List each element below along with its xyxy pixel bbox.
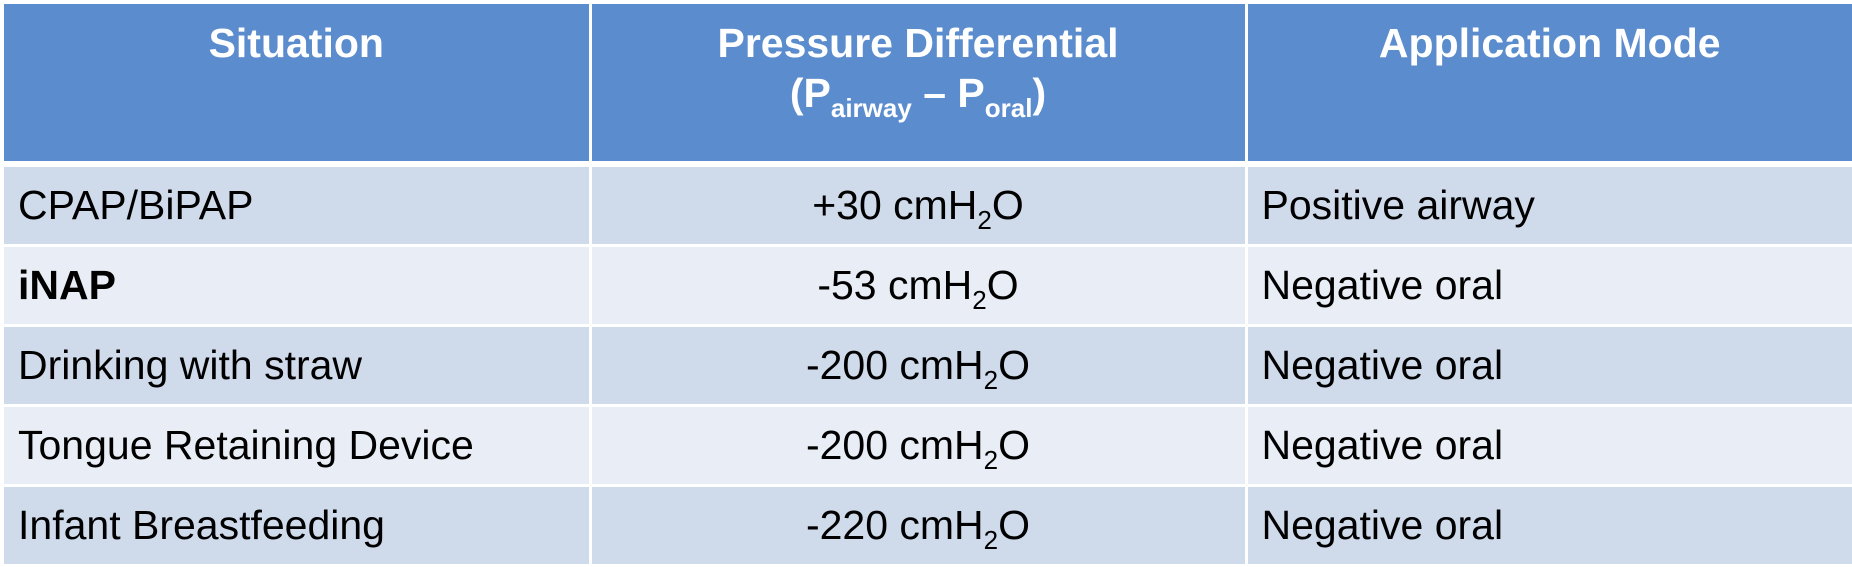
cell-mode: Positive airway	[1246, 164, 1852, 247]
cell-mode: Negative oral	[1246, 405, 1852, 487]
cell-pressure: -200 cmH2O	[590, 325, 1248, 407]
pressure-value: -53 cmH	[817, 262, 973, 308]
table-row: Drinking with straw -200 cmH2O Negative …	[4, 325, 1852, 407]
pressure-table-container: Situation Pressure Differential (Pairway…	[4, 4, 1852, 567]
pressure-value: -200 cmH	[805, 342, 984, 388]
cell-situation: Drinking with straw	[4, 325, 592, 407]
formula-mid: – P	[911, 70, 985, 116]
header-application-mode: Application Mode	[1246, 4, 1852, 167]
header-pressure-title: Pressure Differential	[717, 20, 1119, 66]
pressure-value: +30 cmH	[812, 182, 978, 228]
formula-open: (P	[789, 70, 831, 116]
header-pressure-formula: (Pairway – Poral)	[602, 68, 1235, 121]
cell-mode: Negative oral	[1246, 245, 1852, 327]
pressure-value: -200 cmH	[805, 422, 984, 468]
cell-situation: iNAP	[4, 245, 592, 327]
formula-sub-oral: oral	[984, 93, 1033, 123]
header-pressure-differential: Pressure Differential (Pairway – Poral)	[590, 4, 1248, 167]
pressure-unit-end: O	[991, 182, 1024, 228]
cell-situation: Tongue Retaining Device	[4, 405, 592, 487]
pressure-subscript: 2	[977, 205, 992, 235]
pressure-unit-end: O	[998, 422, 1031, 468]
table-row: Tongue Retaining Device -200 cmH2O Negat…	[4, 405, 1852, 487]
cell-pressure: -53 cmH2O	[590, 245, 1248, 327]
cell-pressure: -220 cmH2O	[590, 485, 1248, 567]
pressure-unit-end: O	[998, 342, 1031, 388]
cell-mode: Negative oral	[1246, 325, 1852, 407]
cell-situation: Infant Breastfeeding	[4, 485, 592, 567]
pressure-comparison-table: Situation Pressure Differential (Pairway…	[4, 4, 1852, 567]
table-row: Infant Breastfeeding -220 cmH2O Negative…	[4, 485, 1852, 567]
formula-close: )	[1032, 70, 1047, 116]
cell-pressure: -200 cmH2O	[590, 405, 1248, 487]
pressure-value: -220 cmH	[805, 502, 984, 548]
header-row: Situation Pressure Differential (Pairway…	[4, 4, 1852, 167]
pressure-unit-end: O	[986, 262, 1019, 308]
pressure-subscript: 2	[983, 365, 999, 395]
table-row: CPAP/BiPAP +30 cmH2O Positive airway	[4, 164, 1852, 247]
header-situation: Situation	[4, 4, 592, 167]
table-row: iNAP -53 cmH2O Negative oral	[4, 245, 1852, 327]
cell-mode: Negative oral	[1246, 485, 1852, 567]
cell-pressure: +30 cmH2O	[590, 164, 1248, 247]
pressure-subscript: 2	[983, 525, 999, 555]
formula-sub-airway: airway	[830, 93, 912, 123]
pressure-subscript: 2	[972, 285, 987, 315]
cell-situation: CPAP/BiPAP	[4, 164, 592, 247]
pressure-subscript: 2	[983, 445, 999, 475]
pressure-unit-end: O	[998, 502, 1031, 548]
